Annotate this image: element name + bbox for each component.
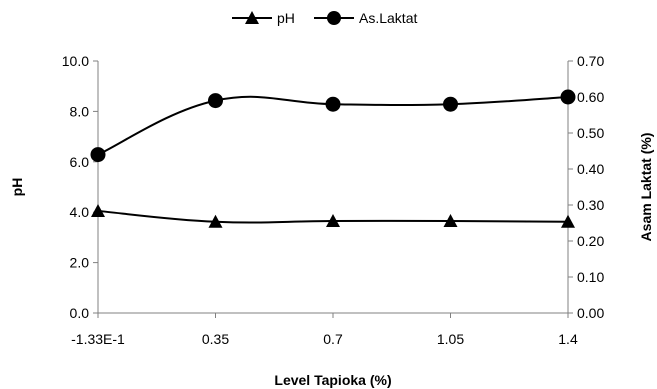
left-axis-ticks: 0.0 2.0 4.0 6.0 8.0 10.0	[62, 53, 98, 321]
legend: pH As.Laktat	[232, 10, 417, 26]
right-tick-label: 0.30	[577, 197, 604, 213]
left-tick-label: 6.0	[70, 154, 90, 170]
right-tick-label: 0.60	[577, 89, 604, 105]
right-tick-label: 0.70	[577, 53, 604, 69]
left-tick-label: 4.0	[70, 204, 90, 220]
data-point-ph	[561, 214, 575, 228]
legend-ph-label: pH	[277, 10, 295, 26]
left-tick-label: 8.0	[70, 103, 90, 119]
right-tick-label: 0.40	[577, 161, 604, 177]
data-point-aslaktat	[90, 147, 106, 163]
left-tick-label: 2.0	[70, 255, 90, 271]
x-axis-ticks: -1.33E-1 0.35 0.7 1.05 1.4	[71, 313, 578, 347]
left-tick-label: 0.0	[70, 305, 90, 321]
right-tick-label: 0.50	[577, 125, 604, 141]
y-axis-title: pH	[9, 178, 25, 197]
legend-aslaktat-label: As.Laktat	[359, 10, 417, 26]
x-tick-label: 1.4	[558, 331, 578, 347]
left-tick-label: 10.0	[62, 53, 89, 69]
data-point-ph	[326, 214, 340, 228]
right-tick-label: 0.10	[577, 269, 604, 285]
data-point-ph	[443, 214, 458, 228]
x-tick-label: -1.33E-1	[71, 331, 125, 347]
series-layer	[90, 89, 576, 228]
y2-axis-title: Asam Laktat (%)	[638, 133, 654, 242]
data-point-ph	[208, 214, 223, 228]
data-point-aslaktat	[325, 96, 341, 112]
x-tick-label: 0.7	[323, 331, 343, 347]
right-axis-ticks: 0.00 0.10 0.20 0.30 0.40 0.50 0.60 0.70	[568, 53, 604, 321]
data-point-aslaktat	[443, 96, 458, 112]
data-point-aslaktat	[560, 89, 576, 105]
right-tick-label: 0.20	[577, 233, 604, 249]
data-point-ph	[91, 203, 105, 217]
right-tick-label: 0.00	[577, 305, 604, 321]
data-point-aslaktat	[208, 93, 223, 109]
legend-ph-marker	[245, 11, 259, 24]
x-tick-label: 1.05	[437, 331, 464, 347]
x-axis-title: Level Tapioka (%)	[274, 372, 391, 388]
legend-aslaktat-marker	[327, 11, 341, 25]
x-tick-label: 0.35	[202, 331, 229, 347]
